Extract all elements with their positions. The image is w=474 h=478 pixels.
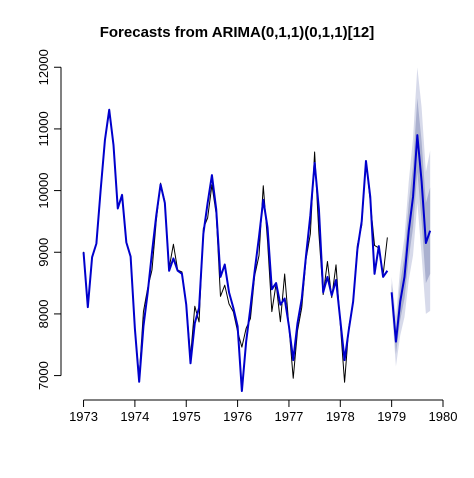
fitted-series-line bbox=[82, 108, 389, 392]
y-tick-label: 7000 bbox=[36, 361, 51, 390]
x-tick-label: 1977 bbox=[274, 409, 303, 424]
chart-title: Forecasts from ARIMA(0,1,1)(0,1,1)[12] bbox=[99, 24, 375, 41]
x-tick-label: 1976 bbox=[223, 409, 252, 424]
plot-frame bbox=[63, 58, 443, 391]
y-tick-label: 11000 bbox=[36, 111, 51, 146]
y-tick-label: 9000 bbox=[36, 238, 51, 267]
x-tick-label: 1979 bbox=[377, 409, 406, 424]
y-tick-label: 8000 bbox=[36, 299, 51, 328]
series-lines bbox=[82, 108, 432, 392]
x-tick-label: 1974 bbox=[120, 409, 149, 424]
x-tick-label: 1980 bbox=[429, 409, 458, 424]
x-tick-label: 1973 bbox=[69, 409, 98, 424]
x-tick-label: 1978 bbox=[326, 409, 355, 424]
y-tick-label: 10000 bbox=[36, 173, 51, 209]
x-tick-label: 1975 bbox=[172, 409, 201, 424]
axes: 1973 1974 1975 1976 1977 1978 1979 1980 7000 8000… bbox=[36, 49, 457, 424]
y-tick-label: 12000 bbox=[36, 49, 51, 85]
forecast-series-line bbox=[390, 134, 432, 343]
